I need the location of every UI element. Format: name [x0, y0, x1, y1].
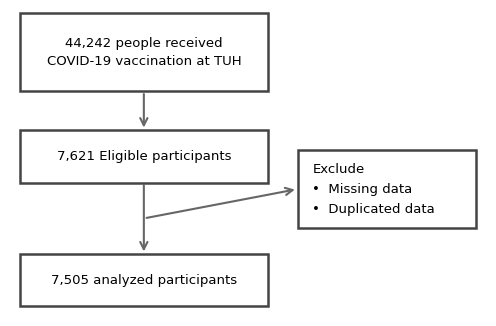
Bar: [298, 150, 476, 228]
Bar: [20, 130, 268, 183]
Bar: [20, 13, 268, 91]
Text: 44,242 people received
COVID-19 vaccination at TUH: 44,242 people received COVID-19 vaccinat…: [47, 37, 241, 68]
Text: Exclude
•  Missing data
•  Duplicated data: Exclude • Missing data • Duplicated data: [312, 163, 435, 215]
Text: 7,621 Eligible participants: 7,621 Eligible participants: [57, 150, 231, 163]
Text: 7,505 analyzed participants: 7,505 analyzed participants: [51, 274, 237, 287]
Bar: [20, 254, 268, 306]
